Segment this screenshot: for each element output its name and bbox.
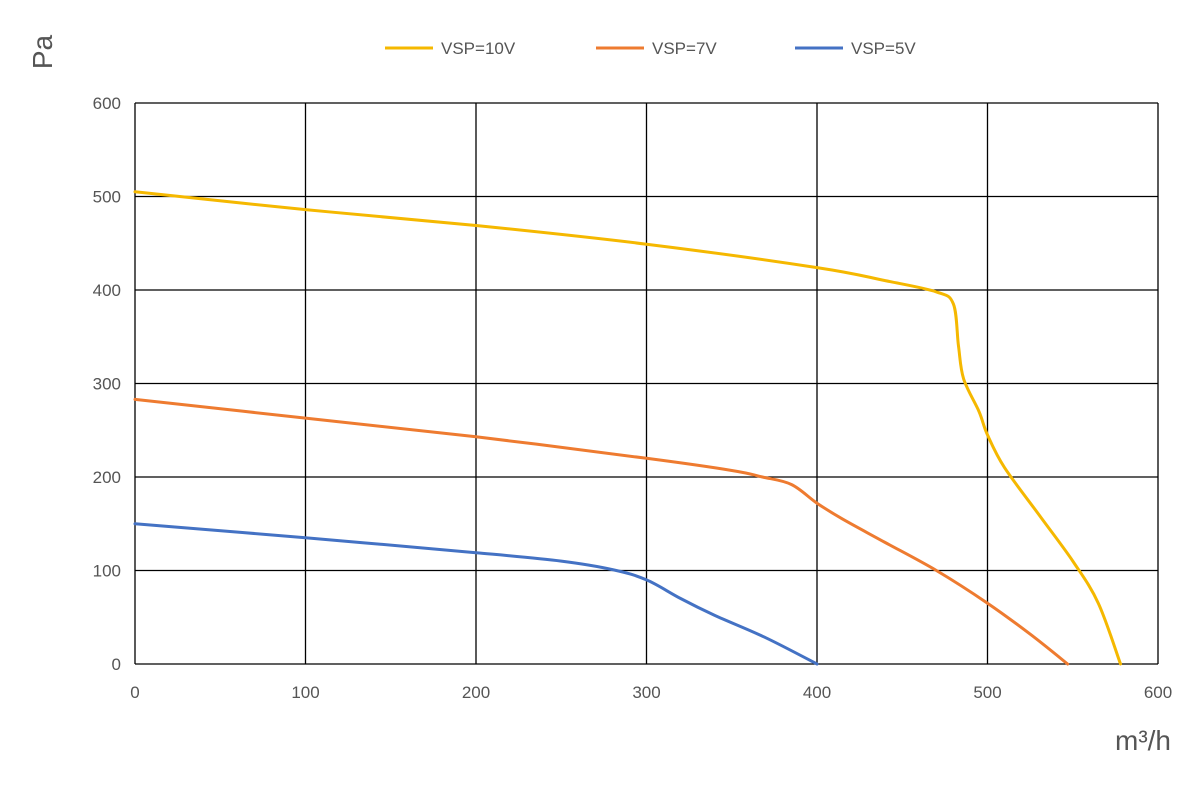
series-line-1 <box>133 190 1122 666</box>
y-axis-title: Pa <box>27 34 58 69</box>
x-axis-title: m³/h <box>1115 725 1171 756</box>
x-axis-ticks: 0 100 200 300 400 500 600 <box>130 683 1172 702</box>
legend-label: VSP=10V <box>441 39 516 58</box>
x-tick-label: 400 <box>803 683 831 702</box>
y-tick-label: 600 <box>93 94 121 113</box>
legend-item: VSP=10V <box>385 39 516 58</box>
x-tick-label: 200 <box>462 683 490 702</box>
y-tick-label: 300 <box>93 375 121 394</box>
x-tick-label: 0 <box>130 683 139 702</box>
legend-label: VSP=5V <box>851 39 916 58</box>
series-layer <box>133 190 1122 666</box>
y-axis-ticks: 0 100 200 300 400 500 600 <box>93 94 121 674</box>
grid-lines <box>134 102 1159 665</box>
y-tick-label: 0 <box>112 655 121 674</box>
x-tick-label: 300 <box>632 683 660 702</box>
y-tick-label: 400 <box>93 281 121 300</box>
legend-item: VSP=5V <box>795 39 916 58</box>
x-tick-label: 500 <box>973 683 1001 702</box>
legend-label: VSP=7V <box>652 39 717 58</box>
series-line-2 <box>133 397 1070 666</box>
x-tick-label: 600 <box>1144 683 1172 702</box>
series-line-3 <box>133 522 819 666</box>
y-tick-label: 100 <box>93 562 121 581</box>
y-tick-label: 200 <box>93 468 121 487</box>
x-tick-label: 100 <box>291 683 319 702</box>
y-tick-label: 500 <box>93 188 121 207</box>
legend: VSP=10V VSP=7V VSP=5V <box>385 39 916 58</box>
legend-item: VSP=7V <box>596 39 717 58</box>
